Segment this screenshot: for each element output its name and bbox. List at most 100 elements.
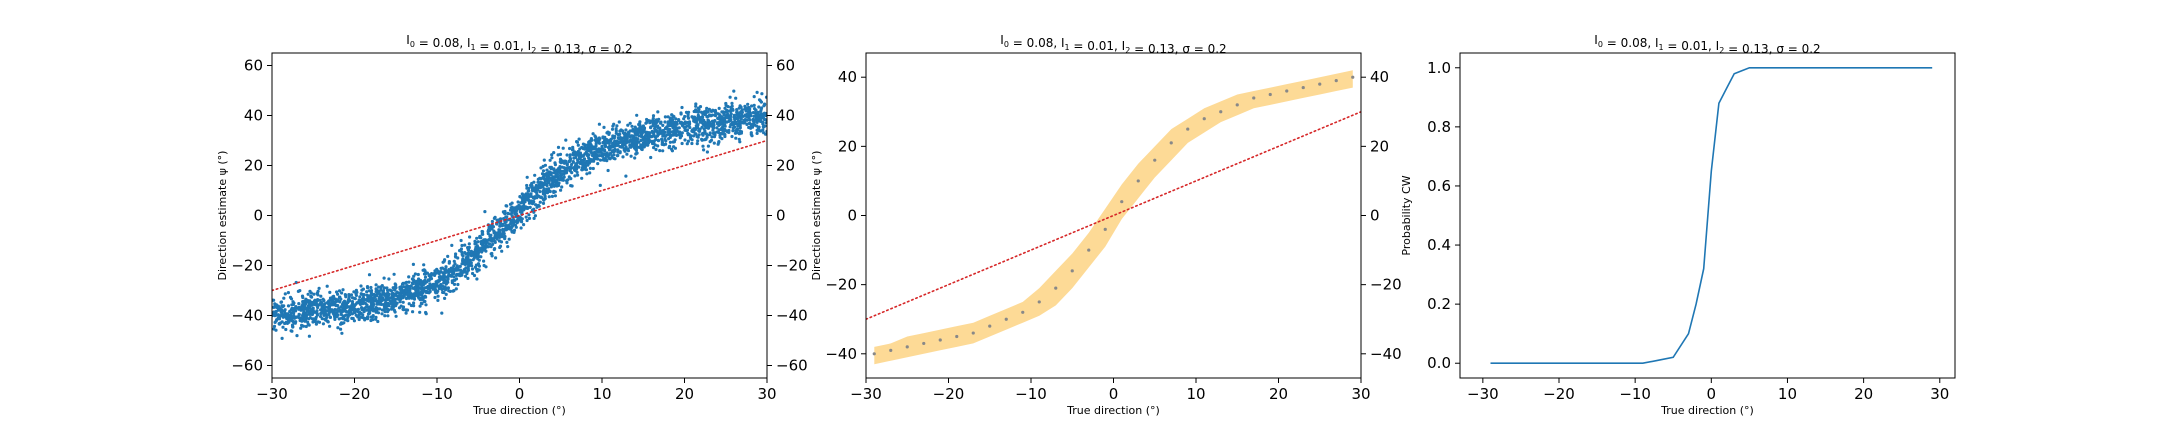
scatter-point [399,289,403,293]
scatter-point [380,284,384,288]
scatter-point [556,145,561,149]
scatter-point [367,273,372,277]
scatter-point [339,322,343,326]
scatter-point [394,286,398,290]
y-tick-label: 60 [244,57,263,75]
scatter-point [627,132,631,136]
plot-area [272,89,767,340]
scatter-point [398,291,402,295]
scatter-point [516,200,520,204]
scatter-point [752,114,756,118]
scatter-point [301,324,306,328]
scatter-point [712,126,716,130]
scatter-point [284,327,288,332]
scatter-point [709,138,714,142]
scatter-point [657,117,661,121]
scatter-point [701,144,705,148]
scatter-point [631,127,635,132]
scatter-point [651,123,655,128]
scatter-point [350,300,355,304]
scatter-point [529,192,533,196]
scatter-point [419,282,423,286]
scatter-point [737,137,741,141]
scatter-point [650,119,654,123]
scatter-point [280,304,284,308]
scatter-point [666,127,670,131]
scatter-point [550,194,555,198]
scatter-point [394,304,398,308]
scatter-point [614,127,618,131]
scatter-point [374,289,378,294]
scatter-point [360,288,364,292]
scatter-point [338,308,342,312]
scatter-point [470,267,475,271]
scatter-point [688,125,692,130]
scatter-point [333,316,337,320]
scatter-point [519,201,523,205]
mean-point [955,334,959,339]
scatter-point [496,234,500,238]
scatter-point [554,170,558,175]
y-tick-label: −20 [231,257,263,275]
x-tick-label: −20 [1543,385,1575,403]
scatter-point [621,155,625,159]
scatter-point [450,279,454,283]
scatter-point [594,144,598,148]
scatter-point [295,334,299,338]
scatter-point [571,151,575,155]
scatter-point [696,113,700,117]
scatter-point [325,284,329,288]
scatter-point [708,131,712,135]
y-tick-label: 0.0 [1427,354,1451,372]
scatter-point [285,321,289,325]
scatter-point [407,302,411,306]
scatter-point [289,316,294,321]
scatter-point [538,183,543,187]
scatter-point [475,267,479,271]
scatter-point [469,249,473,253]
scatter-point [626,147,630,151]
scatter-point [436,280,440,284]
scatter-point [755,131,759,135]
scatter-point [590,138,594,142]
scatter-point [737,112,741,116]
scatter-point [421,268,425,272]
scatter-point [536,180,540,184]
scatter-point [279,300,284,304]
scatter-point [524,206,528,210]
mean-point [1120,200,1124,204]
scatter-point [709,109,714,113]
scatter-point [354,302,358,306]
scatter-point [369,299,374,303]
mean-point [905,345,909,349]
chart-title: I0 = 0.08, I1 = 0.01, I2 = 0.13, σ = 0.2 [406,33,632,56]
scatter-point [454,252,458,256]
scatter-point [488,237,492,241]
scatter-point [756,110,760,114]
scatter-point [605,151,609,155]
scatter-point [668,135,672,139]
scatter-point [290,303,294,307]
scatter-point [315,303,319,307]
scatter-point [739,121,744,125]
scatter-point [608,151,613,155]
scatter-point [752,120,756,124]
scatter-point [686,116,691,120]
x-tick-label: 10 [1186,385,1205,403]
scatter-point [575,170,579,174]
scatter-point [680,141,684,146]
scatter-point [292,320,296,325]
scatter-point [339,312,343,317]
scatter-point [673,123,677,128]
x-tick-label: 0 [1109,385,1119,403]
scatter-point [374,310,378,314]
scatter-point [502,211,506,215]
scatter-point [454,287,458,291]
probability-line [1490,67,1933,364]
scatter-point [476,240,480,244]
scatter-point [560,172,564,176]
scatter-point [723,134,727,139]
scatter-point [408,285,412,289]
scatter-point [632,140,636,144]
x-tick-label: −10 [421,385,453,403]
